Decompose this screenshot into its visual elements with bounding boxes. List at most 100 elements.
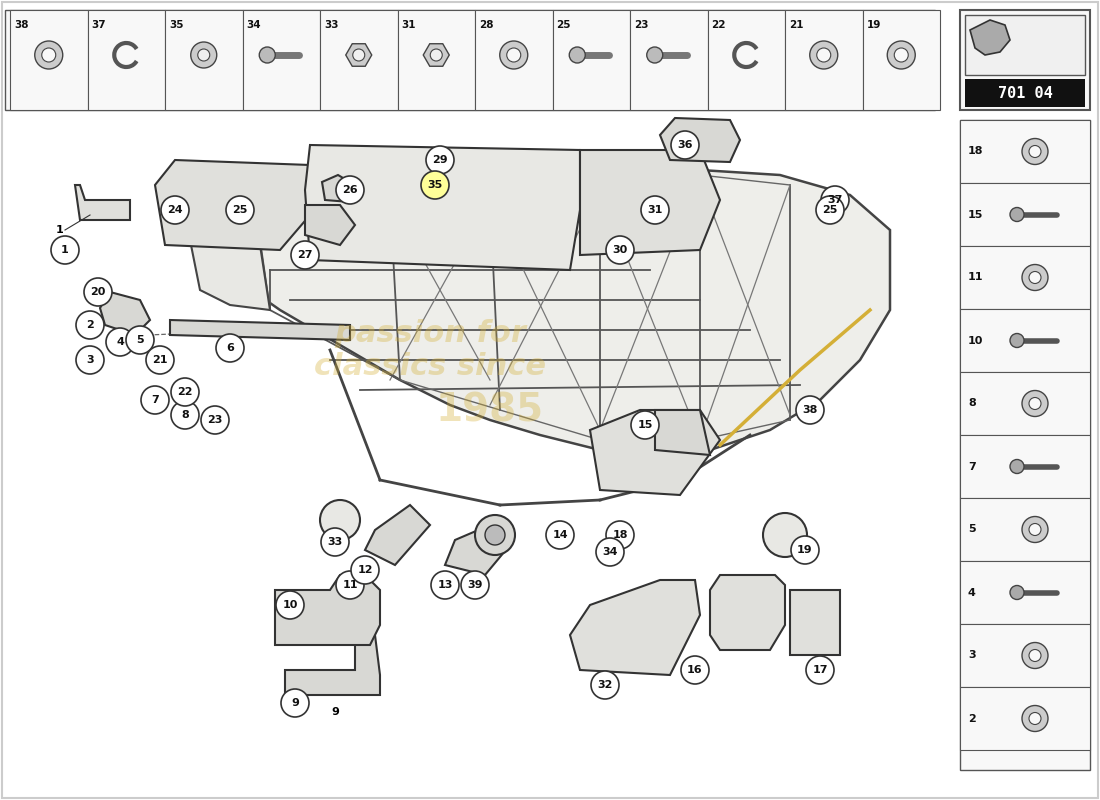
FancyBboxPatch shape (960, 435, 1090, 498)
Text: 7: 7 (151, 395, 158, 405)
Circle shape (816, 48, 831, 62)
Circle shape (1022, 642, 1048, 669)
Polygon shape (305, 145, 580, 270)
Text: 30: 30 (613, 245, 628, 255)
FancyBboxPatch shape (785, 10, 862, 110)
FancyBboxPatch shape (960, 372, 1090, 435)
Polygon shape (190, 240, 270, 310)
Text: 3: 3 (86, 355, 94, 365)
Circle shape (1028, 713, 1041, 725)
FancyBboxPatch shape (960, 561, 1090, 624)
Polygon shape (275, 575, 380, 645)
FancyBboxPatch shape (862, 10, 940, 110)
Circle shape (84, 278, 112, 306)
Polygon shape (285, 635, 380, 695)
Text: 17: 17 (812, 665, 827, 675)
Circle shape (431, 571, 459, 599)
Text: 26: 26 (342, 185, 358, 195)
Circle shape (1028, 650, 1041, 662)
Circle shape (894, 48, 909, 62)
Text: 23: 23 (207, 415, 222, 425)
Text: 25: 25 (823, 205, 838, 215)
Polygon shape (660, 118, 740, 162)
Polygon shape (155, 160, 310, 250)
Text: 29: 29 (432, 155, 448, 165)
Circle shape (106, 328, 134, 356)
FancyBboxPatch shape (960, 246, 1090, 309)
Text: 28: 28 (478, 20, 494, 30)
FancyBboxPatch shape (960, 120, 1090, 770)
Circle shape (1028, 398, 1041, 410)
FancyBboxPatch shape (960, 120, 1090, 183)
Circle shape (1022, 517, 1048, 542)
Text: 10: 10 (968, 335, 983, 346)
Circle shape (201, 406, 229, 434)
Polygon shape (580, 150, 720, 255)
Text: 31: 31 (402, 20, 416, 30)
Circle shape (321, 528, 349, 556)
Circle shape (641, 196, 669, 224)
Text: 31: 31 (647, 205, 662, 215)
Circle shape (76, 311, 104, 339)
Circle shape (596, 538, 624, 566)
Polygon shape (654, 410, 710, 455)
Circle shape (1022, 706, 1048, 731)
FancyBboxPatch shape (397, 10, 475, 110)
Text: 10: 10 (283, 600, 298, 610)
Circle shape (260, 47, 275, 63)
Circle shape (42, 48, 56, 62)
Polygon shape (424, 44, 449, 66)
Text: 32: 32 (597, 680, 613, 690)
Circle shape (475, 515, 515, 555)
Text: 15: 15 (968, 210, 983, 219)
FancyBboxPatch shape (965, 15, 1085, 75)
Circle shape (161, 196, 189, 224)
Circle shape (226, 196, 254, 224)
FancyBboxPatch shape (320, 10, 397, 110)
Text: 9: 9 (292, 698, 299, 708)
Text: 25: 25 (557, 20, 571, 30)
Text: 39: 39 (468, 580, 483, 590)
Text: 18: 18 (968, 146, 983, 157)
Circle shape (216, 334, 244, 362)
Text: 5: 5 (968, 525, 976, 534)
Text: 21: 21 (152, 355, 167, 365)
Polygon shape (170, 320, 350, 340)
Circle shape (1028, 271, 1041, 283)
Polygon shape (570, 580, 700, 675)
Text: 701 04: 701 04 (998, 86, 1053, 101)
Text: 1985: 1985 (436, 391, 544, 429)
Circle shape (292, 241, 319, 269)
FancyBboxPatch shape (242, 10, 320, 110)
Circle shape (430, 49, 442, 61)
FancyBboxPatch shape (707, 10, 785, 110)
Circle shape (198, 49, 210, 61)
FancyBboxPatch shape (475, 10, 552, 110)
Text: 11: 11 (342, 580, 358, 590)
Polygon shape (345, 44, 372, 66)
FancyBboxPatch shape (960, 498, 1090, 561)
Text: 20: 20 (90, 287, 106, 297)
Circle shape (170, 401, 199, 429)
Circle shape (671, 131, 698, 159)
FancyBboxPatch shape (965, 79, 1085, 107)
FancyBboxPatch shape (960, 687, 1090, 750)
Text: 1: 1 (62, 245, 69, 255)
Text: 8: 8 (968, 398, 976, 409)
Text: 37: 37 (91, 20, 106, 30)
Circle shape (1022, 138, 1048, 165)
Text: 19: 19 (867, 20, 881, 30)
Polygon shape (100, 292, 150, 335)
Text: 24: 24 (167, 205, 183, 215)
FancyBboxPatch shape (165, 10, 242, 110)
Text: 19: 19 (798, 545, 813, 555)
Text: 22: 22 (712, 20, 726, 30)
Text: 27: 27 (297, 250, 312, 260)
FancyBboxPatch shape (88, 10, 165, 110)
Circle shape (1010, 207, 1024, 222)
Text: 34: 34 (246, 20, 261, 30)
Circle shape (810, 41, 838, 69)
Circle shape (1022, 265, 1048, 290)
Text: 23: 23 (634, 20, 649, 30)
Circle shape (76, 346, 104, 374)
